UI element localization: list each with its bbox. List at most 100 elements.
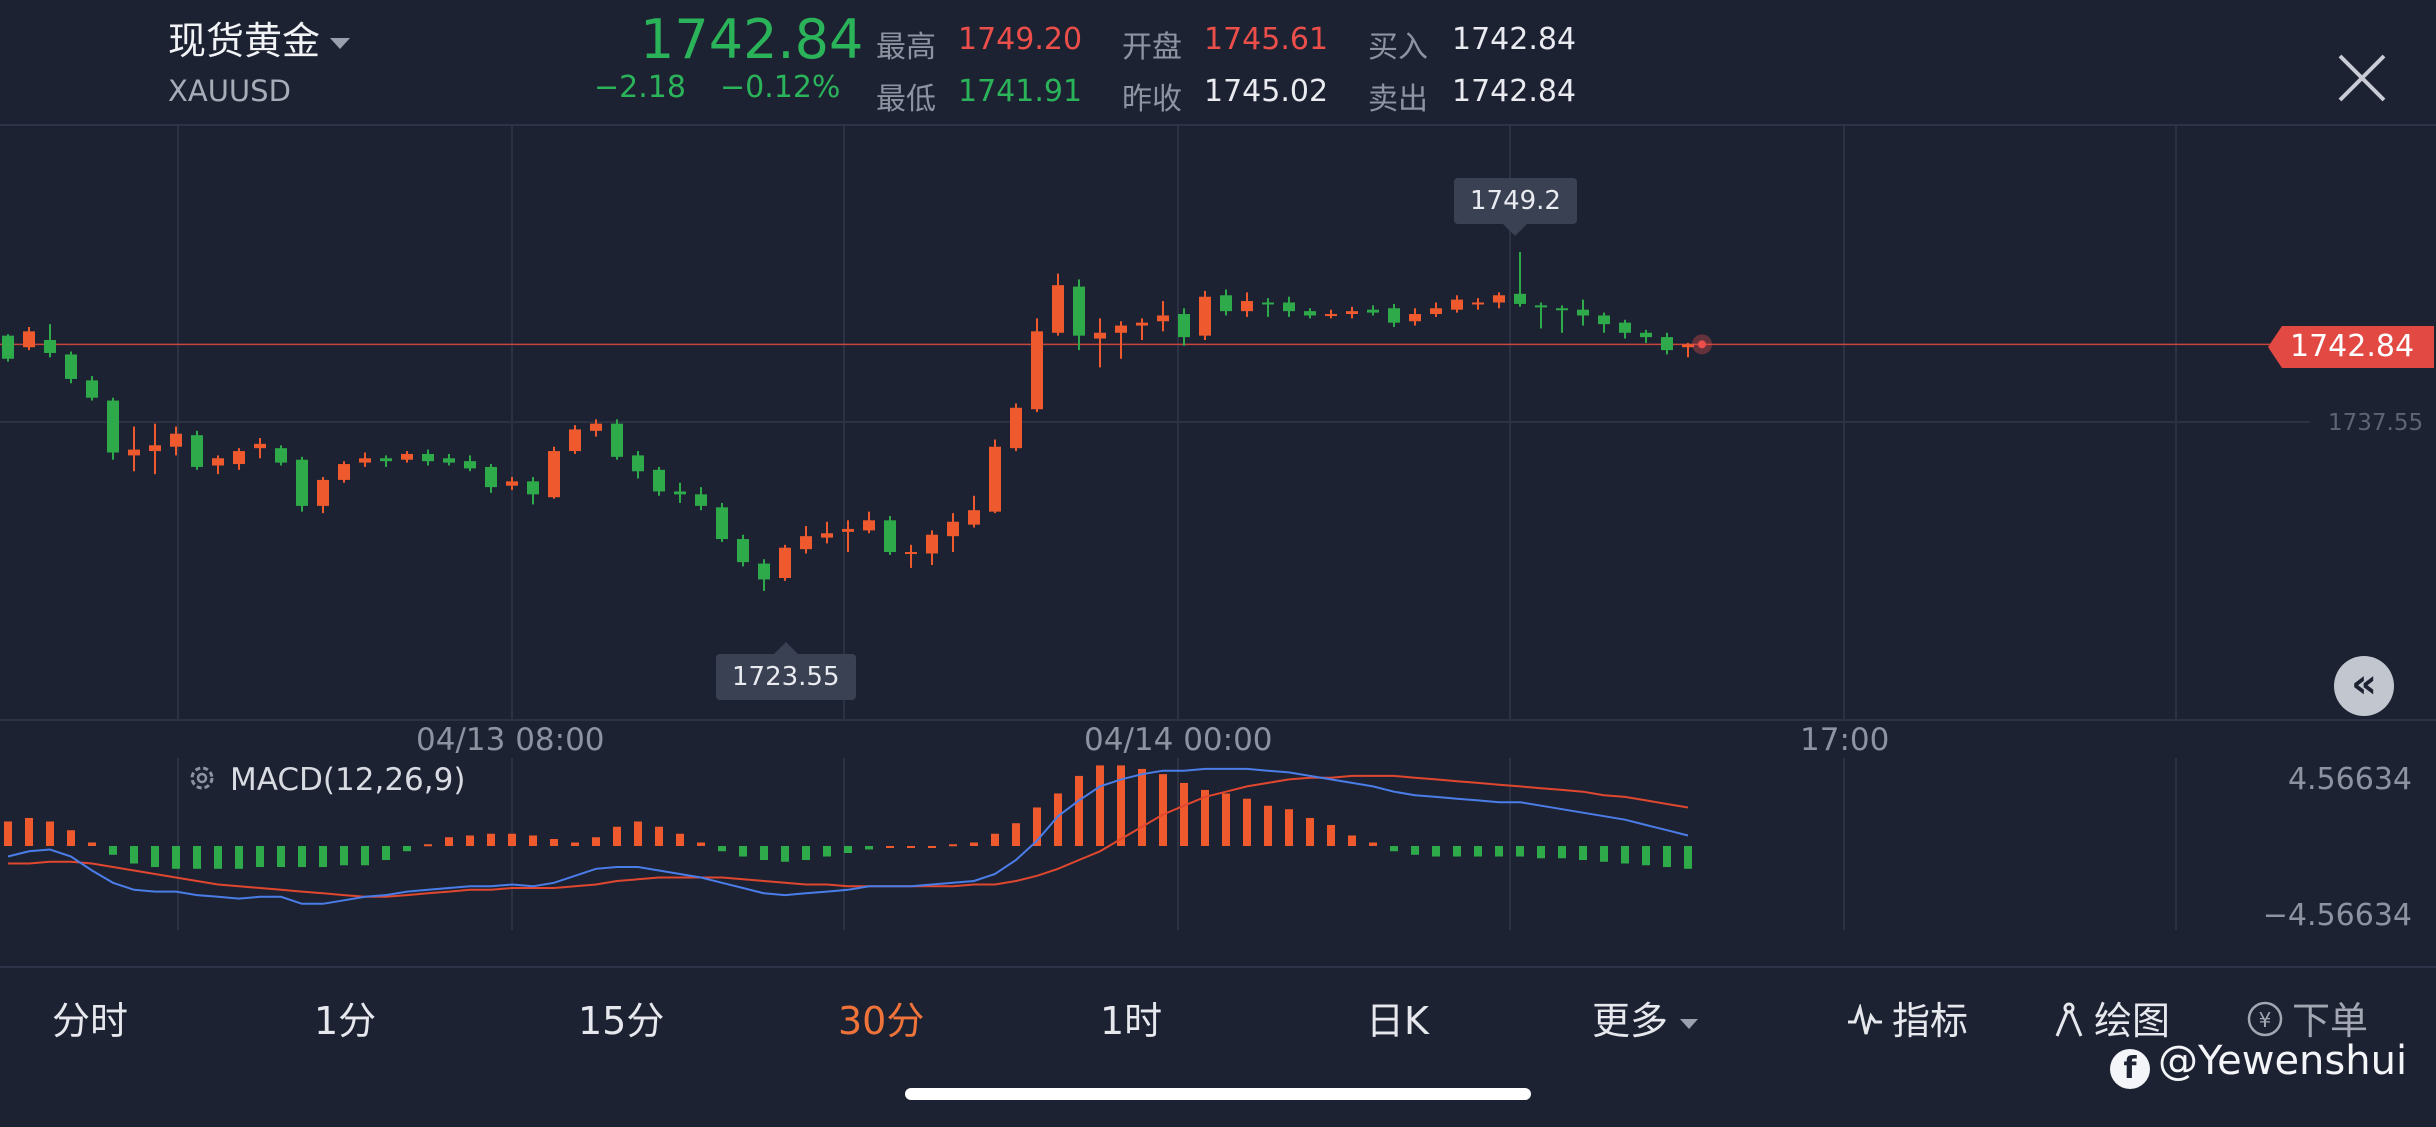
candle-body <box>65 354 77 379</box>
tab-more-label: 更多 <box>1592 999 1669 1043</box>
stat-value-ask: 1742.84 <box>1452 74 1577 109</box>
candle-body <box>1136 322 1148 326</box>
macd-bar <box>1516 846 1524 857</box>
close-icon[interactable] <box>2332 48 2392 108</box>
quote-header: 现货黄金 XAUUSD 1742.84 −2.18 −0.12% 最高 1749… <box>0 0 2436 126</box>
compass-icon <box>2055 1002 2083 1037</box>
macd-bar <box>886 846 894 848</box>
candle-body <box>569 429 581 452</box>
macd-bar <box>1411 846 1419 855</box>
tab-30min[interactable]: 30分 <box>838 999 925 1043</box>
order-button[interactable]: ¥ 下单 <box>2246 990 2368 1045</box>
candle-body <box>254 443 266 449</box>
macd-grid <box>177 758 2177 930</box>
candle-body <box>1388 308 1400 323</box>
x-label-1: 04/13 08:00 <box>416 722 605 758</box>
tab-daily[interactable]: 日K <box>1366 999 1429 1043</box>
macd-bar <box>487 833 495 846</box>
macd-bar <box>718 846 726 852</box>
candle-body <box>86 380 98 398</box>
order-label: 下单 <box>2292 999 2369 1043</box>
tab-time-share[interactable]: 分时 <box>52 999 129 1043</box>
macd-histogram <box>4 765 1692 869</box>
candle-body <box>107 400 119 453</box>
candle-body <box>128 449 140 456</box>
candle-body <box>212 458 224 466</box>
macd-bar <box>1159 774 1167 846</box>
candle-body <box>359 458 371 463</box>
macd-bar <box>88 842 96 846</box>
candle-body <box>23 331 35 348</box>
candle-body <box>1535 305 1547 308</box>
tab-more[interactable]: 更多 <box>1592 990 1699 1045</box>
macd-min-label: −4.56634 <box>2262 898 2412 933</box>
macd-bar <box>256 846 264 868</box>
macd-bar <box>46 821 54 846</box>
candle-body <box>485 466 497 488</box>
candle-body <box>506 481 518 486</box>
macd-bar <box>193 846 201 869</box>
tab-1min[interactable]: 1分 <box>314 999 377 1043</box>
candles <box>2 252 1694 591</box>
macd-bar <box>172 846 180 869</box>
macd-bar <box>508 833 516 846</box>
indicator-button[interactable]: 指标 <box>1846 990 1968 1045</box>
candle-body <box>1325 314 1337 317</box>
macd-bar <box>151 846 159 868</box>
reference-price-label: 1737.55 <box>2328 410 2424 436</box>
macd-bar <box>1621 846 1629 864</box>
candle-body <box>1619 322 1631 333</box>
collapse-button[interactable]: « <box>2334 656 2394 716</box>
candlestick-chart[interactable] <box>0 126 2436 758</box>
macd-bar <box>970 842 978 846</box>
candle-body <box>275 448 287 463</box>
macd-bar <box>382 846 390 861</box>
candle-body <box>380 458 392 462</box>
macd-bar <box>319 846 327 868</box>
candle-body <box>632 455 644 472</box>
candle-body <box>317 479 329 506</box>
tab-15min[interactable]: 15分 <box>578 999 665 1043</box>
macd-bar <box>865 846 873 850</box>
draw-label: 绘图 <box>2094 999 2171 1043</box>
draw-button[interactable]: 绘图 <box>2052 990 2170 1045</box>
candle-body <box>1493 295 1505 303</box>
gear-icon <box>190 766 214 790</box>
candle-body <box>1640 332 1652 338</box>
macd-bar <box>1642 846 1650 866</box>
pulse-icon <box>1848 1002 1882 1035</box>
candle-body <box>695 494 707 506</box>
stat-label-open: 开盘 <box>1122 30 1182 65</box>
macd-bar <box>1537 846 1545 859</box>
macd-bar <box>277 846 285 868</box>
candle-body <box>779 547 791 579</box>
instrument-name: 现货黄金 <box>168 19 321 63</box>
stat-label-low: 最低 <box>876 82 936 117</box>
macd-bar <box>1369 842 1377 846</box>
svg-text:¥: ¥ <box>2259 1008 2272 1032</box>
macd-bar <box>1075 775 1083 846</box>
candle-body <box>170 433 182 447</box>
x-label-3: 17:00 <box>1800 722 1890 758</box>
tab-1hour[interactable]: 1时 <box>1100 999 1163 1043</box>
macd-bar <box>298 846 306 868</box>
candle-body <box>1304 311 1316 316</box>
candle-body <box>1073 286 1085 336</box>
candle-body <box>947 521 959 537</box>
candle-body <box>149 445 161 452</box>
candle-body <box>800 536 812 550</box>
instrument-selector[interactable]: 现货黄金 <box>168 10 351 65</box>
indicator-label: 指标 <box>1892 999 1969 1043</box>
macd-bar <box>1663 846 1671 868</box>
macd-bar <box>697 842 705 846</box>
stat-label-high: 最高 <box>876 30 936 65</box>
macd-settings[interactable]: MACD(12,26,9) <box>186 762 465 798</box>
candle-body <box>884 520 896 553</box>
macd-bar <box>1390 846 1398 852</box>
candle-body <box>1514 293 1526 304</box>
macd-bar <box>781 846 789 862</box>
last-price: 1742.84 <box>640 8 864 71</box>
stat-label-ask: 卖出 <box>1368 82 1428 117</box>
macd-bar <box>823 846 831 857</box>
macd-dif-line <box>7 767 1689 905</box>
